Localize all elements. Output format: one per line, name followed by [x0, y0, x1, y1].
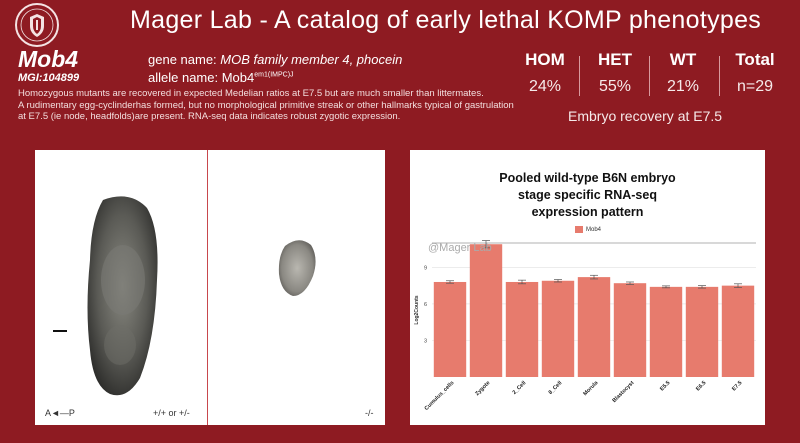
stat-total-value: n=29	[736, 78, 774, 95]
control-embryo-image	[87, 196, 158, 396]
allele-name: allele name: Mob4em1(IMPC)J	[148, 70, 294, 85]
chart-title: Pooled wild-type B6N embryo stage specif…	[410, 170, 765, 221]
gene-name-label: gene name:	[148, 52, 221, 67]
allele-superscript: em1(IMPC)J	[254, 71, 294, 79]
bar	[505, 281, 539, 377]
stat-divider	[719, 56, 720, 96]
scale-bar	[53, 330, 67, 332]
bar	[721, 285, 755, 377]
stat-wt-value: 21%	[666, 78, 700, 95]
x-tick-label: E6.5	[695, 380, 707, 392]
stat-divider	[579, 56, 580, 96]
description-line: Homozygous mutants are recovered in expe…	[18, 88, 484, 99]
stat-divider	[649, 56, 650, 96]
chart-legend: Mob4	[575, 226, 601, 233]
rnaseq-chart-panel: Pooled wild-type B6N embryo stage specif…	[410, 150, 765, 425]
bar	[577, 277, 611, 377]
allele-name-label: allele name:	[148, 70, 222, 85]
chart-title-line: expression pattern	[531, 205, 644, 219]
legend-label: Mob4	[586, 227, 602, 234]
bar	[433, 281, 467, 377]
expression-bar-chart: 3 6 9 Log2Counts Cumulus_cells Zygote 2_Cell 8_…	[414, 240, 756, 412]
bar	[649, 286, 683, 377]
chart-title-line: Pooled wild-type B6N embryo	[499, 171, 676, 185]
bar	[541, 280, 575, 377]
phenotype-description: Homozygous mutants are recovered in expe…	[18, 88, 514, 123]
right-genotype-label: -/-	[365, 408, 374, 418]
bar	[613, 283, 647, 377]
y-tick-label: 9	[424, 265, 427, 271]
x-tick-label: Cumulus_cells	[424, 380, 456, 412]
stat-het-value: 55%	[598, 78, 632, 95]
embryo-image-panel: A◄—P +/+ or +/- -/-	[35, 150, 385, 425]
chart-watermark: @Mager Lab	[428, 242, 492, 254]
x-tick-label: E7.5	[731, 380, 743, 392]
bar	[469, 244, 503, 377]
x-tick-label: Zygote	[474, 380, 491, 397]
x-tick-label: E5.5	[659, 380, 671, 392]
chart-title-line: stage specific RNA-seq	[518, 188, 657, 202]
description-line: A rudimentary egg-cyclinderhas formed, b…	[18, 99, 514, 111]
x-tick-label: 2_Cell	[512, 380, 528, 396]
stat-hom-label: HOM	[525, 50, 565, 69]
page-title: Mager Lab - A catalog of early lethal KO…	[130, 6, 762, 34]
description-line: at E7.5 (ie node, headfolds)are present.…	[18, 111, 401, 123]
mgi-id: MGI:104899	[18, 72, 80, 84]
university-seal-logo	[15, 3, 59, 47]
stat-het-label: HET	[598, 50, 632, 69]
stat-het: HET 55%	[585, 50, 645, 96]
stat-hom: HOM 24%	[515, 50, 575, 96]
x-tick-label: 8_Cell	[548, 380, 564, 396]
legend-swatch	[575, 226, 583, 233]
stat-total: Total n=29	[725, 50, 785, 96]
bar	[685, 286, 719, 377]
gene-name-value: MOB family member 4, phocein	[220, 52, 403, 67]
recovery-caption: Embryo recovery at E7.5	[568, 108, 723, 124]
left-genotype-label: +/+ or +/-	[153, 408, 190, 418]
stat-hom-value: 24%	[528, 78, 562, 95]
x-tick-label: Morula	[582, 380, 600, 398]
gene-name: gene name: MOB family member 4, phocein	[148, 52, 402, 67]
y-tick-label: 6	[424, 302, 427, 308]
gene-symbol: Mob4	[18, 46, 79, 72]
image-divider	[207, 150, 208, 425]
genotype-stats: HOM 24% HET 55% WT 21% Total n=29 Embryo…	[515, 50, 790, 130]
stat-total-label: Total	[735, 50, 775, 69]
allele-base: Mob4	[221, 70, 255, 85]
y-tick-label: 3	[424, 338, 427, 344]
mutant-embryo-image	[278, 240, 316, 296]
axis-label: A◄—P	[45, 408, 75, 418]
stat-wt-label: WT	[669, 50, 697, 69]
stat-wt: WT 21%	[653, 50, 713, 96]
y-axis-label: Log2Counts	[414, 295, 420, 324]
x-tick-label: Blastocyst	[611, 380, 635, 404]
